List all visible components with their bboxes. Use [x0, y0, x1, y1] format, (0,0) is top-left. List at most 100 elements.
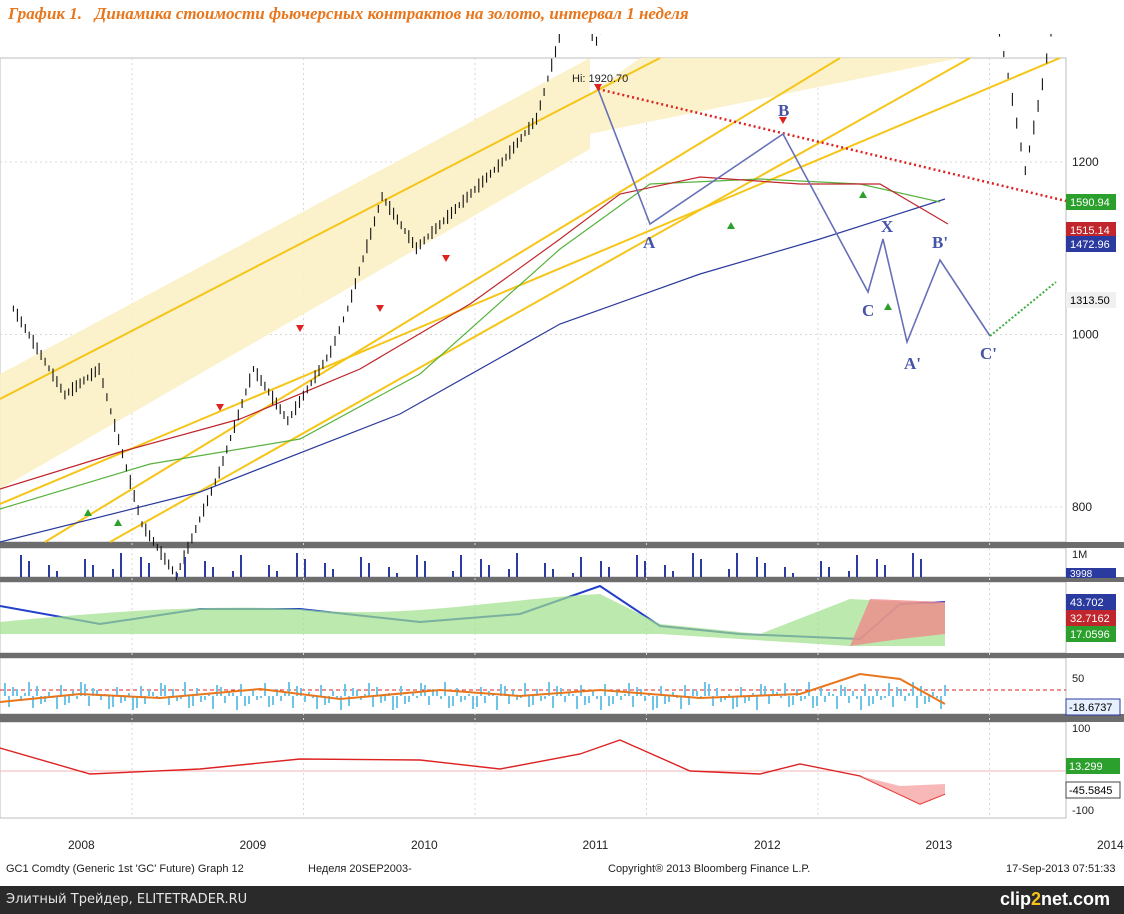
price-badge	[1066, 292, 1116, 308]
x-tick-label: 2011	[583, 838, 609, 852]
oscillator-bar	[268, 696, 270, 707]
volume-bar	[212, 567, 214, 577]
sell-signal-icon	[594, 84, 602, 91]
volume-bar	[736, 553, 738, 577]
oscillator-bar	[556, 686, 558, 696]
oscillator-bar	[768, 696, 770, 704]
oscillator-bar	[392, 696, 394, 710]
oscillator-bar	[736, 696, 738, 707]
volume-bar	[644, 561, 646, 577]
bottom-mid-label: Неделя 20SEP2003-	[308, 863, 412, 875]
oscillator-bar	[136, 696, 138, 708]
y-tick-label: 1000	[1072, 327, 1099, 341]
volume-bar	[636, 555, 638, 577]
oscillator-bar	[288, 682, 290, 696]
oscillator-bar	[216, 685, 218, 696]
volume-bar	[912, 553, 914, 577]
volume-badge	[1066, 568, 1116, 578]
oscillator-bar	[32, 696, 34, 708]
volume-bar	[276, 571, 278, 577]
volume-bar	[304, 559, 306, 577]
oscillator-bar	[152, 692, 154, 696]
oscillator-bar	[248, 696, 250, 704]
oscillator-bar	[48, 692, 50, 696]
volume-bar	[784, 567, 786, 577]
oscillator-bar	[780, 696, 782, 698]
oscillator-bar	[472, 696, 474, 709]
volume-bar	[324, 563, 326, 577]
oscillator-bar	[28, 682, 30, 696]
oscillator-bar	[712, 696, 714, 706]
volume-bar	[184, 557, 186, 577]
volume-bar	[452, 571, 454, 577]
channel-shade	[590, 58, 960, 134]
oscillator-bar	[636, 687, 638, 696]
oscillator-bar	[756, 696, 758, 710]
oscillator-bar	[172, 689, 174, 696]
volume-bar	[232, 571, 234, 577]
oscillator-bar	[100, 696, 102, 700]
oscillator-bar	[356, 690, 358, 696]
wave-line	[597, 88, 991, 345]
oscillator-bar	[520, 696, 522, 698]
oscillator-bar	[340, 696, 342, 710]
footer-source-text: Элитный Трейдер, ELITETRADER.RU	[6, 892, 248, 907]
oscillator-bar	[420, 683, 422, 696]
buy-signal-icon	[114, 519, 122, 526]
price-badge-label: 1590.94	[1070, 197, 1110, 209]
oscillator-bar	[256, 696, 258, 700]
wave-label: B'	[932, 233, 948, 252]
volume-bar	[424, 561, 426, 577]
buy-signal-icon	[727, 222, 735, 229]
volume-bar	[552, 569, 554, 577]
volume-bar	[396, 573, 398, 577]
oscillator-bar	[196, 688, 198, 696]
volume-bar	[268, 565, 270, 577]
volume-bar	[56, 571, 58, 577]
oscillator-bar	[824, 696, 826, 702]
oscillator-bar	[536, 689, 538, 696]
oscillator-bar	[448, 696, 450, 708]
oscillator-bar	[860, 696, 862, 710]
oscillator-bar	[796, 689, 798, 696]
sell-signal-icon	[779, 117, 787, 124]
price-badge-label: 1472.96	[1070, 239, 1110, 251]
volume-bar	[204, 561, 206, 577]
oscillator-bar	[548, 682, 550, 696]
wave-label: X	[881, 217, 894, 236]
oscillator-bar	[816, 696, 818, 706]
panel2-badge-label: 32.7162	[1070, 613, 1110, 625]
price-badge	[1066, 194, 1116, 210]
oscillator-bar	[900, 689, 902, 696]
oscillator-bar	[500, 684, 502, 696]
volume-bar	[416, 555, 418, 577]
ma-100-line	[0, 178, 941, 510]
oscillator-bar	[304, 696, 306, 702]
sell-signal-icon	[442, 255, 450, 262]
oscillator-bar	[328, 696, 330, 703]
oscillator-bar	[76, 696, 78, 699]
x-tick-label: 2013	[926, 838, 953, 852]
oscillator-bar	[348, 696, 350, 706]
oscillator-bar	[44, 696, 46, 702]
channel-line	[0, 57, 661, 400]
oscillator-bar	[92, 688, 94, 696]
volume-bar	[608, 567, 610, 577]
oscillator-bar	[40, 696, 42, 704]
oscillator-bar	[316, 696, 318, 709]
panel-divider	[0, 542, 1124, 548]
wave-label: A'	[904, 354, 921, 373]
oscillator-bar	[528, 696, 530, 707]
oscillator-bar	[60, 685, 62, 696]
oscillator-bar	[680, 696, 682, 709]
oscillator-bar	[564, 696, 566, 702]
oscillator-bar	[792, 696, 794, 705]
oscillator-bar	[588, 696, 590, 703]
volume-bar	[700, 559, 702, 577]
oscillator-bar	[612, 696, 614, 704]
oscillator-bar	[380, 696, 382, 703]
oscillator-bar	[788, 696, 790, 707]
panel-frame	[0, 721, 1067, 819]
volume-bar	[240, 555, 242, 577]
wave-label: C	[862, 301, 874, 320]
